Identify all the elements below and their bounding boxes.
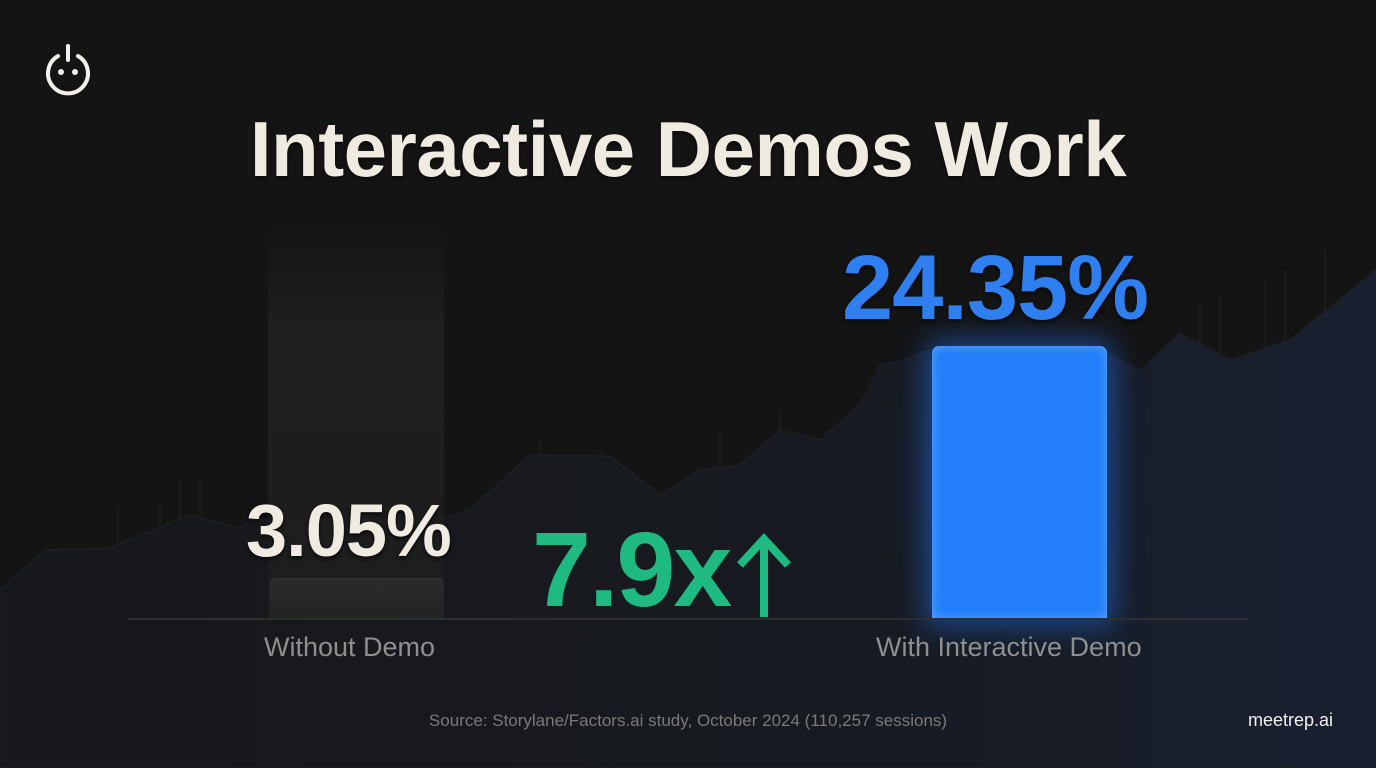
chart-baseline — [128, 618, 1248, 620]
value-label-with-interactive-demo: 24.35% — [842, 237, 1149, 339]
value-label-without-demo: 3.05% — [246, 489, 452, 572]
power-face-icon — [46, 44, 90, 96]
bar-with-interactive-demo — [932, 346, 1107, 619]
logo — [42, 42, 94, 96]
category-label-with-interactive-demo: With Interactive Demo — [876, 632, 1142, 662]
bar-without-demo — [270, 578, 444, 619]
uplift-multiplier: 7.9x — [532, 510, 792, 631]
page-title: Interactive Demos Work — [249, 105, 1127, 193]
multiplier-text: 7.9x — [532, 511, 732, 629]
brand-watermark: meetrep.ai — [1247, 710, 1333, 730]
source-citation: Source: Storylane/Factors.ai study, Octo… — [428, 711, 948, 730]
category-label-without-demo: Without Demo — [264, 632, 436, 662]
bar-track-without-demo — [268, 222, 444, 618]
arrow-up-icon — [737, 533, 792, 617]
